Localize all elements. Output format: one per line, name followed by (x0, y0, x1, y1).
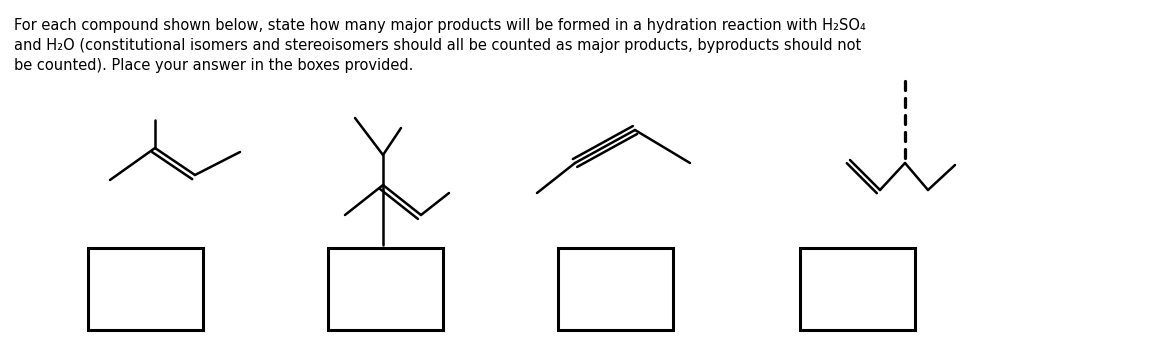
Text: and H₂O (constitutional isomers and stereoisomers should all be counted as major: and H₂O (constitutional isomers and ster… (14, 38, 862, 53)
Bar (558, 248, 673, 330)
Bar (328, 248, 443, 330)
Text: For each compound shown below, state how many major products will be formed in a: For each compound shown below, state how… (14, 18, 865, 33)
Text: be counted). Place your answer in the boxes provided.: be counted). Place your answer in the bo… (14, 58, 413, 73)
Bar (88, 248, 203, 330)
Bar (799, 248, 915, 330)
